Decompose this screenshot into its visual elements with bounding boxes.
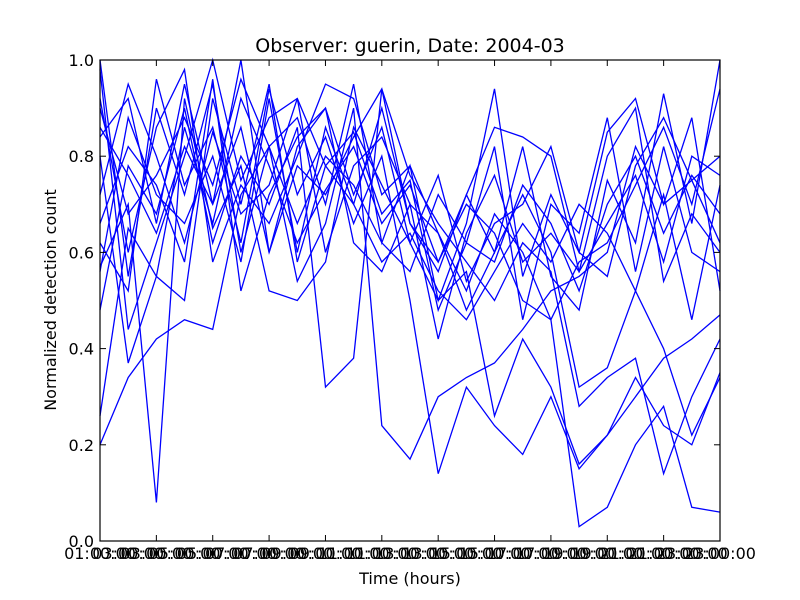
x-tick-label: 13:00:00 [402, 544, 474, 563]
series-line-9 [99, 96, 721, 528]
series-line-2 [99, 57, 721, 330]
x-tick-label: 05:00:00 [177, 544, 249, 563]
x-tick-label-overlap: 15:00:00 [430, 544, 502, 563]
x-tick-label-overlap: 21:00:00 [600, 544, 672, 563]
x-tick-label-overlap: 23:00:00 [656, 544, 728, 563]
plot-frame [99, 59, 721, 542]
x-tick-label: 01:00:00 [64, 544, 136, 563]
y-axis: 0.0 0.2 0.4 0.6 0.8 1.0 [69, 51, 720, 551]
x-tick-label: 17:00:00 [515, 544, 587, 563]
x-tick-label-overlap: 03:00:00 [92, 544, 164, 563]
x-tick-label: 07:00:00 [233, 544, 305, 563]
x-tick-label-overlap: 05:00:00 [149, 544, 221, 563]
x-tick-label: 15:00:00 [459, 544, 531, 563]
series-line-12 [99, 77, 721, 320]
x-tick-label-overlap: 09:00:00 [261, 544, 333, 563]
x-tick-label-overlap: 13:00:00 [374, 544, 446, 563]
x-tick-label-overlap: 07:00:00 [205, 544, 277, 563]
series-line-10 [99, 81, 721, 437]
x-tick-label-overlap: 17:00:00 [487, 544, 559, 563]
x-tick-label-overlap: 19:00:00 [543, 544, 615, 563]
series-line-4 [99, 83, 721, 416]
series-line-13 [99, 79, 721, 474]
x-tick-label: 23:00:00 [684, 544, 756, 563]
y-tick-label: 0.4 [69, 340, 94, 359]
y-tick-label: 0.0 [69, 532, 94, 551]
series-line-11 [99, 88, 721, 476]
x-tick-label: 11:00:00 [346, 544, 418, 563]
series-line-14 [99, 87, 721, 274]
x-axis: 01:00:0003:00:0005:00:0007:00:0009:00:00… [64, 60, 756, 563]
x-tick-label: 19:00:00 [571, 544, 643, 563]
y-tick-label: 0.8 [69, 147, 94, 166]
y-tick-label: 0.6 [69, 243, 94, 262]
series-layer [99, 57, 721, 528]
x-tick-label: 21:00:00 [628, 544, 700, 563]
chart-title: Observer: guerin, Date: 2004-03 [255, 35, 565, 57]
x-tick-label: 03:00:00 [120, 544, 192, 563]
y-tick-label: 1.0 [69, 51, 94, 70]
x-tick-label: 09:00:00 [290, 544, 362, 563]
x-tick-label-overlap: 11:00:00 [318, 544, 390, 563]
series-line-7 [99, 67, 721, 322]
y-axis-label: Normalized detection count [41, 189, 60, 411]
x-axis-label: Time (hours) [358, 569, 461, 588]
y-tick-label: 0.2 [69, 436, 94, 455]
series-line-15 [99, 98, 721, 321]
series-line-5 [99, 107, 721, 461]
